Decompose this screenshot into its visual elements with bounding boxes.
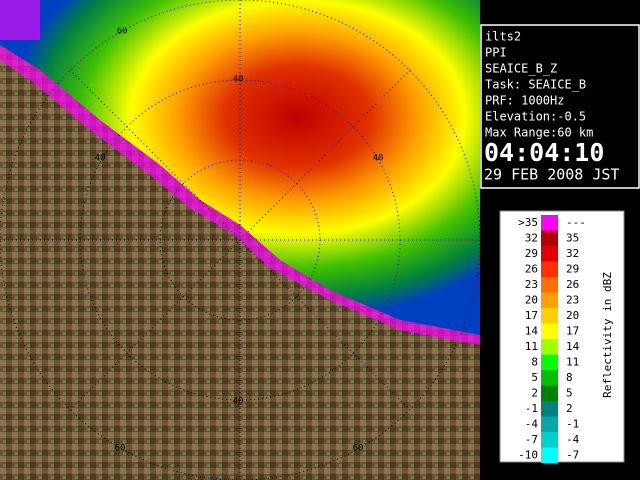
legend-low: -1 — [525, 402, 538, 415]
legend-swatch — [541, 416, 558, 432]
legend-low: -4 — [525, 418, 539, 431]
ring-labels: 60 40 40 40 40 60 60 — [95, 27, 384, 454]
legend-swatch — [541, 277, 558, 293]
ring-label: 40 — [95, 154, 106, 164]
legend-high: 14 — [566, 340, 580, 353]
radar-image — [0, 0, 480, 480]
legend-high: 8 — [566, 371, 573, 384]
legend-high: 5 — [566, 387, 573, 400]
info-line: PPI — [485, 46, 507, 60]
ring-label: 40 — [233, 75, 244, 85]
ring-label: 60 — [353, 444, 364, 454]
legend-high: -7 — [566, 449, 579, 462]
legend-low: -10 — [518, 449, 538, 462]
legend-swatch — [541, 230, 558, 246]
legend-high: 20 — [566, 309, 579, 322]
date: 29 FEB 2008 JST — [484, 166, 619, 184]
legend-title: Reflectivity in dBZ — [601, 272, 614, 398]
legend-low: 2 — [531, 387, 538, 400]
ring-label: 60 — [115, 444, 126, 454]
legend-swatch — [541, 432, 558, 448]
legend-high: 35 — [566, 232, 579, 245]
legend-swatch — [541, 385, 558, 401]
info-line: PRF: 1000Hz — [485, 94, 564, 108]
legend-high: 26 — [566, 278, 579, 291]
time: 04:04:10 — [484, 138, 604, 167]
legend-high: 23 — [566, 294, 579, 307]
legend-low: 26 — [525, 263, 538, 276]
legend-low: 32 — [525, 232, 538, 245]
legend-swatch — [541, 292, 558, 308]
info-box — [480, 24, 640, 189]
legend-high: 17 — [566, 325, 579, 338]
legend-low: 5 — [531, 371, 538, 384]
legend: >35 --- 32 35 29 32 26 29 23 26 20 23 17 20 14 17 11 14 8 1… — [518, 215, 586, 463]
info-line: SEAICE_B_Z — [485, 62, 557, 76]
legend-high: 29 — [566, 263, 579, 276]
legend-low: 20 — [525, 294, 538, 307]
info-text: ilts2 PPI SEAICE_B_Z Task: SEAICE_B PRF: 100… — [484, 30, 619, 184]
info-line: ilts2 — [485, 30, 521, 44]
legend-swatch — [541, 447, 558, 463]
info-line: Max Range:60 km — [485, 126, 593, 140]
legend-swatch — [541, 401, 558, 417]
legend-swatch — [541, 246, 558, 262]
legend-swatch — [541, 215, 558, 231]
legend-low: 8 — [531, 356, 538, 369]
legend-high: --- — [566, 216, 586, 229]
legend-low: 23 — [525, 278, 538, 291]
legend-high: 2 — [566, 402, 573, 415]
legend-swatch — [541, 323, 558, 339]
legend-high: 11 — [566, 356, 579, 369]
legend-box — [499, 210, 625, 463]
info-line: Task: SEAICE_B — [485, 78, 586, 92]
legend-low: 14 — [525, 325, 539, 338]
legend-low: >35 — [518, 216, 538, 229]
legend-high: -1 — [566, 418, 579, 431]
legend-swatch — [541, 339, 558, 355]
ring-label: 40 — [373, 154, 384, 164]
legend-low: 11 — [525, 340, 538, 353]
legend-swatch — [541, 261, 558, 277]
legend-swatch — [541, 370, 558, 386]
legend-high: 32 — [566, 247, 579, 260]
legend-swatch — [541, 308, 558, 324]
ring-label: 40 — [233, 397, 244, 407]
legend-low: -7 — [525, 433, 538, 446]
legend-low: 29 — [525, 247, 538, 260]
legend-swatch — [541, 354, 558, 370]
info-line: Elevation:-0.5 — [485, 110, 586, 124]
legend-low: 17 — [525, 309, 538, 322]
legend-high: -4 — [566, 433, 580, 446]
ring-label: 60 — [117, 27, 128, 37]
